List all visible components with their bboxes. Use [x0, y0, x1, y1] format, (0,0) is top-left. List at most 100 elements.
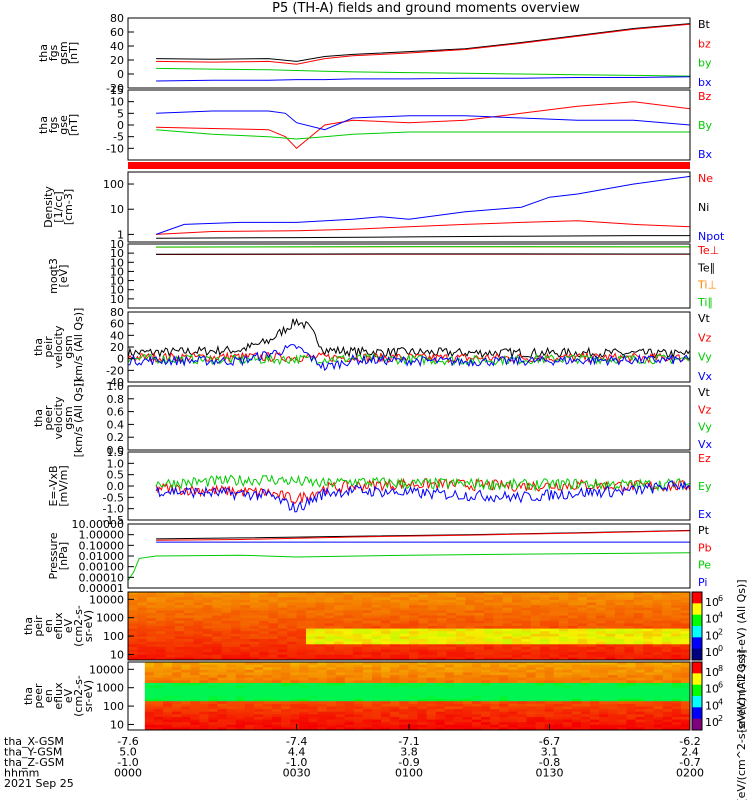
heatmap-cell — [465, 612, 476, 617]
heatmap-cell — [617, 714, 628, 718]
heatmap-cell — [521, 592, 532, 596]
heatmap-cell — [465, 602, 476, 606]
heatmap-cell — [644, 662, 655, 666]
x-axis-value: 3.1 — [541, 746, 559, 759]
heatmap-cell — [344, 690, 355, 695]
heatmap-cell — [153, 714, 164, 718]
heatmap-cell — [502, 641, 513, 646]
heatmap-cell — [671, 592, 682, 596]
heatmap-cell — [558, 623, 570, 627]
heatmap-cell — [661, 618, 673, 622]
heatmap-cell — [605, 612, 616, 617]
heatmap-cell — [512, 636, 523, 640]
heatmap-cell — [268, 657, 279, 660]
heatmap-cell — [190, 722, 201, 726]
heatmap-cell — [465, 636, 476, 640]
heatmap-cell — [193, 607, 204, 612]
heatmap-cell — [399, 592, 410, 596]
heatmap-cell — [137, 657, 148, 660]
heatmap-cell — [146, 644, 157, 648]
heatmap-cell — [427, 641, 438, 646]
heatmap-cell — [217, 698, 228, 703]
heatmap-cell — [568, 620, 579, 625]
heatmap-cell — [399, 685, 410, 689]
heatmap-cell — [202, 592, 214, 596]
heatmap-cell — [644, 714, 655, 718]
heatmap-cell — [680, 696, 690, 700]
legend-Vx: Vx — [698, 370, 713, 383]
heatmap-cell — [608, 706, 619, 710]
heatmap-cell — [465, 618, 476, 622]
heatmap-cell — [372, 701, 382, 705]
heatmap-cell — [474, 620, 485, 625]
heatmap-cell — [526, 675, 537, 679]
heatmap-cell — [617, 706, 628, 710]
heatmap-cell — [502, 623, 513, 627]
heatmap-cell — [427, 657, 438, 660]
heatmap-cell — [617, 719, 628, 723]
heatmap-cell — [343, 618, 354, 622]
heatmap-cell — [362, 701, 373, 705]
heatmap-cell — [517, 716, 528, 721]
heatmap-cell — [652, 652, 663, 656]
y-tick-label: 80 — [110, 12, 124, 25]
heatmap-cell — [590, 727, 600, 730]
heatmap-cell — [643, 641, 654, 646]
heatmap-cell — [562, 701, 573, 705]
y-axis-label-line: eflux — [52, 612, 65, 640]
heatmap-cell — [212, 654, 223, 659]
heatmap-cell — [562, 722, 573, 726]
heatmap-cell — [217, 727, 228, 730]
heatmap-cell — [615, 607, 626, 612]
heatmap-cell — [644, 722, 655, 726]
heatmap-cell — [353, 701, 364, 705]
heatmap-cell — [408, 680, 419, 684]
heatmap-cell — [530, 597, 541, 601]
heatmap-cell — [577, 605, 588, 609]
heatmap-cell — [202, 599, 214, 604]
heatmap-cell — [146, 599, 157, 604]
heatmap-cell — [146, 592, 157, 596]
heatmap-cell — [605, 602, 616, 606]
heatmap-cell — [231, 618, 242, 622]
heatmap-cell — [508, 714, 519, 718]
heatmap-cell — [553, 672, 564, 676]
heatmap-cell — [643, 623, 654, 627]
heatmap-cell — [221, 599, 232, 604]
heatmap-cell — [305, 612, 317, 617]
heatmap-cell — [371, 628, 382, 633]
heatmap-cell — [217, 709, 228, 713]
heatmap-cell — [163, 711, 173, 716]
heatmap-cell — [181, 703, 192, 708]
heatmap-cell — [334, 623, 345, 627]
colorbar-segment — [692, 707, 702, 720]
heatmap-cell — [540, 657, 551, 660]
heatmap-cell — [540, 610, 551, 614]
heatmap-cell — [317, 722, 328, 726]
heatmap-cell — [362, 644, 373, 648]
heatmap-cell — [259, 649, 270, 653]
heatmap-cell — [474, 615, 485, 619]
heatmap-cell — [226, 688, 237, 692]
heatmap-cell — [335, 709, 346, 713]
heatmap-cell — [184, 594, 195, 599]
heatmap-cell — [502, 626, 513, 630]
heatmap-cell — [590, 698, 600, 703]
heatmap-cell — [281, 716, 292, 721]
heatmap-cell — [471, 722, 482, 726]
heatmap-cell — [596, 592, 607, 596]
heatmap-cell — [453, 693, 464, 697]
heatmap-cell — [427, 633, 438, 638]
heatmap-cell — [259, 610, 270, 614]
heatmap-cell — [571, 669, 582, 674]
heatmap-cell — [144, 719, 155, 723]
heatmap-cell — [562, 664, 573, 669]
heatmap-cell — [635, 711, 646, 716]
heatmap-cell — [590, 664, 600, 669]
heatmap-cell — [193, 605, 204, 609]
heatmap-cell — [483, 607, 495, 612]
heatmap-cell — [427, 636, 438, 640]
heatmap-cell — [653, 664, 664, 669]
heatmap-cell — [226, 690, 237, 695]
heatmap-cell — [281, 714, 292, 718]
